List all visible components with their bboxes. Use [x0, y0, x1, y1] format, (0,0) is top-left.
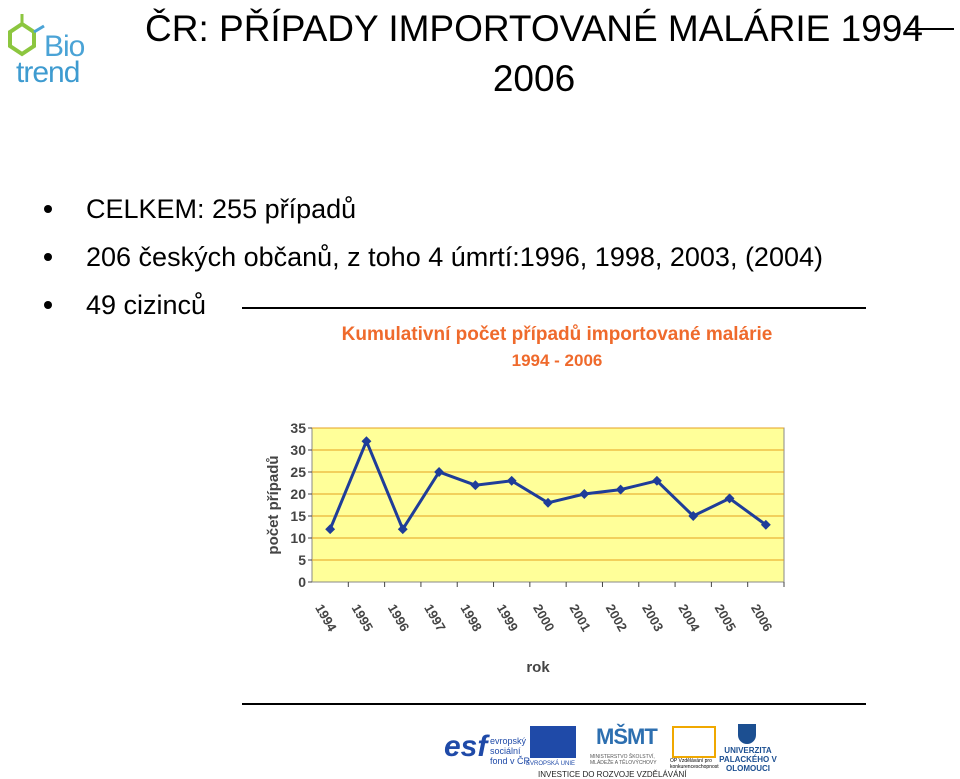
line-chart: 0 5 10 15 20 25 30 35 1994 1995 1996 1997 1998 1999 20…	[265, 420, 785, 676]
x-tick-label: 1997	[421, 601, 448, 634]
x-tick-label: 2004	[675, 601, 703, 634]
data-point	[361, 436, 372, 447]
x-tick-label: 1994	[312, 601, 340, 634]
chart-top-rule	[242, 307, 866, 309]
chart-bottom-rule	[242, 703, 866, 705]
y-tick-label: 35	[290, 420, 306, 436]
msmt-label: MINISTERSTVO ŠKOLSTVÍ, MLÁDEŽE A TĚLOVÝC…	[590, 754, 657, 766]
esf-text: evropský sociální fond v ČR	[490, 736, 530, 766]
x-tick-label: 2003	[639, 601, 666, 634]
bullet-text: 49 cizinců	[86, 290, 207, 320]
bullet-dot-icon	[44, 253, 52, 261]
data-point	[506, 475, 517, 486]
x-tick-label: 2005	[712, 601, 739, 634]
slide-title: ČR: PŘÍPADY IMPORTOVANÉ MALÁRIE 1994 200…	[108, 4, 960, 104]
data-point	[724, 493, 735, 504]
y-tick-label: 5	[298, 552, 306, 568]
bullet-text: 206 českých občanů, z toho 4 úmrtí:1996,…	[86, 242, 823, 272]
logo-text-bio: Bio	[44, 30, 85, 63]
slide-title-line1: ČR: PŘÍPADY IMPORTOVANÉ MALÁRIE 1994	[145, 8, 923, 49]
bullet-list: CELKEM: 255 případů 206 českých občanů, …	[40, 185, 823, 329]
y-tick-label: 15	[290, 508, 306, 524]
x-tick-label: 2000	[530, 601, 557, 634]
x-tick-label: 1996	[385, 601, 412, 634]
y-tick-label: 30	[290, 442, 306, 458]
chart-title-block: Kumulativní počet případů importované ma…	[322, 322, 792, 374]
esf-logo: esf	[444, 730, 488, 763]
y-tick-label: 10	[290, 530, 306, 546]
x-tick-label: 2006	[748, 601, 775, 634]
up-label: UNIVERZITA PALACKÉHO V OLOMOUCI	[719, 746, 777, 773]
bullet-item: 49 cizinců	[40, 281, 823, 329]
x-tick-label: 2001	[566, 601, 593, 634]
footer-logos: esf evropský sociální fond v ČR EVROPSKÁ…	[440, 716, 780, 779]
chart-title: Kumulativní počet případů importované ma…	[341, 324, 773, 345]
esf-text-line: evropský	[490, 736, 527, 746]
x-tick-label: 1999	[494, 601, 521, 634]
molecule-icon	[8, 14, 45, 57]
bullet-text: CELKEM: 255 případů	[86, 194, 357, 224]
bullet-item: CELKEM: 255 případů	[40, 185, 823, 233]
slide-title-line2: 2006	[492, 58, 576, 99]
y-tick-label: 20	[290, 486, 306, 502]
title-dash	[906, 28, 954, 30]
data-point	[470, 480, 481, 491]
bullet-dot-icon	[44, 301, 52, 309]
op-label: OP Vzdělávání pro konkurenceschopnost	[670, 758, 719, 770]
eu-flag-icon	[530, 726, 576, 758]
up-crest-icon	[738, 724, 756, 744]
data-point	[543, 497, 553, 508]
x-tick-label: 2002	[603, 601, 630, 634]
data-point	[688, 511, 699, 521]
y-tick-label: 25	[290, 464, 306, 480]
bullet-dot-icon	[44, 205, 52, 213]
x-tick-label: 1995	[349, 601, 376, 634]
msmt-logo: MŠMT	[596, 724, 658, 749]
y-axis-label: počet případů	[265, 455, 282, 554]
data-point	[651, 475, 662, 486]
eu-label: EVROPSKÁ UNIE	[526, 761, 576, 767]
logo-text-trend: trend	[16, 56, 80, 89]
biotrend-logo: Bio trend	[0, 6, 100, 89]
esf-text-line: fond v ČR	[490, 756, 531, 766]
y-tick-label: 0	[298, 574, 306, 590]
footer-caption: INVESTICE DO ROZVOJE VZDĚLÁVÁNÍ	[538, 770, 687, 779]
esf-text-line: sociální	[490, 746, 521, 756]
data-point	[579, 489, 590, 499]
bullet-item: 206 českých občanů, z toho 4 úmrtí:1996,…	[40, 233, 823, 281]
x-tick-label: 1998	[458, 601, 485, 634]
chart-subtitle: 1994 - 2006	[511, 351, 603, 370]
x-axis-label: rok	[526, 659, 550, 676]
op-logo-icon	[672, 726, 716, 758]
